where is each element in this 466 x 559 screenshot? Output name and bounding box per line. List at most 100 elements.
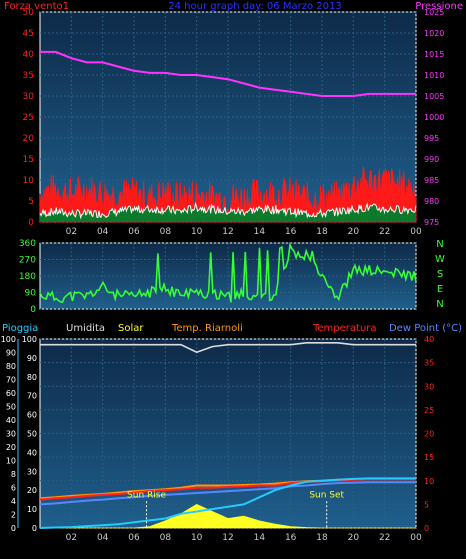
- wind-y-tick: 50: [23, 8, 35, 18]
- pressure-y-tick: 1020: [424, 29, 444, 38]
- dir-y-tick: 180: [19, 272, 36, 282]
- rain-y-tick: 10: [6, 457, 16, 466]
- graph-title: 24 hour graph day: 06 Marzo 2013: [168, 1, 341, 12]
- dir-y-tick: 270: [19, 256, 36, 266]
- humidity-line: [40, 341, 416, 354]
- rain-y-tick: 80: [6, 362, 16, 371]
- temp-y-tick: 40: [424, 335, 434, 344]
- dir-y-tick: 90: [25, 289, 37, 299]
- pressure-y-tick: 975: [424, 218, 439, 227]
- rain-y-tick: 100: [1, 335, 16, 344]
- dir-y-tick: 0: [30, 305, 36, 315]
- rain-y-tick: 20: [6, 443, 16, 452]
- average-area: [40, 203, 416, 222]
- temp-y-tick: 15: [424, 453, 434, 462]
- temp-y-tick: 0: [424, 524, 429, 533]
- rain-y-tick: 50: [6, 403, 16, 412]
- bottom-x-tick: 12: [222, 533, 233, 543]
- bottom-x-tick: 02: [66, 533, 77, 543]
- pressure-y-tick: 990: [424, 155, 439, 164]
- compass-label: E: [437, 284, 443, 295]
- humidity-y-tick: 100: [22, 335, 37, 344]
- wind-y-tick: 5: [28, 197, 34, 207]
- rain-y-tick: 4: [11, 497, 16, 506]
- pressure-y-tick: 1015: [424, 50, 444, 59]
- rain-y-tick: 60: [6, 389, 16, 398]
- top-x-tick: 06: [128, 227, 140, 237]
- wind-y-tick: 25: [23, 113, 34, 123]
- humidity-y-tick: 90: [27, 354, 37, 363]
- top-x-tick: 14: [254, 227, 266, 237]
- pressure-y-tick: 995: [424, 134, 439, 143]
- bottom-x-tick: 06: [128, 533, 140, 543]
- rain-y-tick: 70: [6, 376, 16, 385]
- top-x-tick: 08: [160, 227, 172, 237]
- wind-axis-title: Forza vento1: [4, 1, 69, 12]
- dew-point-line: [39, 481, 416, 506]
- bottom-x-tick: 10: [191, 533, 203, 543]
- solar-area: [40, 503, 416, 529]
- rain-y-tick: 90: [6, 349, 16, 358]
- compass-label: N: [436, 239, 443, 250]
- direction-line: [39, 242, 417, 304]
- wind-y-tick: 10: [23, 176, 35, 186]
- compass-label: S: [437, 269, 443, 280]
- wind-y-tick: 35: [23, 71, 34, 81]
- pressure-line: [40, 50, 416, 97]
- humidity-y-tick: 50: [27, 430, 37, 439]
- sunset-label: Sun Set: [309, 490, 344, 500]
- dir-y-tick: 360: [19, 239, 36, 249]
- legend-rain: Pioggia: [2, 323, 38, 334]
- rain-y-tick: 40: [6, 416, 16, 425]
- pressure-y-tick: 1025: [424, 8, 444, 17]
- wind-y-tick: 40: [23, 50, 35, 60]
- bottom-x-tick: 08: [160, 533, 172, 543]
- top-x-tick: 00: [410, 227, 422, 237]
- legend-temperature: Temperatura: [312, 323, 377, 334]
- wind-y-tick: 20: [23, 134, 35, 144]
- top-x-tick: 10: [191, 227, 203, 237]
- bottom-x-tick: 14: [254, 533, 266, 543]
- temp-y-tick: 25: [424, 406, 434, 415]
- bottom-x-tick: 20: [348, 533, 360, 543]
- bottom-x-tick: 22: [379, 533, 390, 543]
- sunrise-label: Sun Rise: [127, 490, 166, 500]
- data-series: Sun Rise Sun Set: [39, 50, 417, 529]
- pressure-y-tick: 1010: [424, 71, 444, 80]
- humidity-y-tick: 40: [27, 448, 37, 457]
- humidity-y-tick: 10: [27, 505, 37, 514]
- top-x-tick: 12: [222, 227, 233, 237]
- axis-labels: 0510152025303540455097598098599099510001…: [1, 8, 445, 543]
- compass-label: N: [436, 299, 443, 310]
- bottom-x-tick: 16: [285, 533, 297, 543]
- top-x-tick: 22: [379, 227, 390, 237]
- humidity-y-tick: 80: [27, 373, 37, 382]
- legend-solar: Solar: [118, 323, 144, 334]
- humidity-y-tick: 20: [27, 486, 37, 495]
- temp-y-tick: 35: [424, 359, 434, 368]
- legend-dew-point: Dew Point (°C): [389, 323, 462, 334]
- top-x-tick: 16: [285, 227, 297, 237]
- temp-y-tick: 10: [424, 477, 434, 486]
- temp-y-tick: 5: [424, 500, 429, 509]
- pressure-axis-title: Pressione: [415, 1, 463, 12]
- rain-y-tick: 8: [11, 470, 16, 479]
- temp-y-tick: 30: [424, 382, 434, 391]
- humidity-y-tick: 30: [27, 467, 37, 476]
- wind-y-tick: 15: [23, 155, 34, 165]
- bottom-x-tick: 04: [97, 533, 109, 543]
- top-x-tick: 02: [66, 227, 77, 237]
- top-x-tick: 18: [316, 227, 328, 237]
- wind-y-tick: 30: [23, 92, 35, 102]
- pressure-y-tick: 985: [424, 176, 439, 185]
- legend-humidity: Umidita: [66, 323, 105, 334]
- humidity-y-tick: 70: [27, 392, 37, 401]
- humidity-y-tick: 60: [27, 411, 37, 420]
- pressure-y-tick: 1000: [424, 113, 444, 122]
- rain-line: [39, 477, 416, 529]
- rain-y-tick: 30: [6, 430, 16, 439]
- temp-y-tick: 20: [424, 430, 434, 439]
- rain-y-tick: 0: [11, 524, 16, 533]
